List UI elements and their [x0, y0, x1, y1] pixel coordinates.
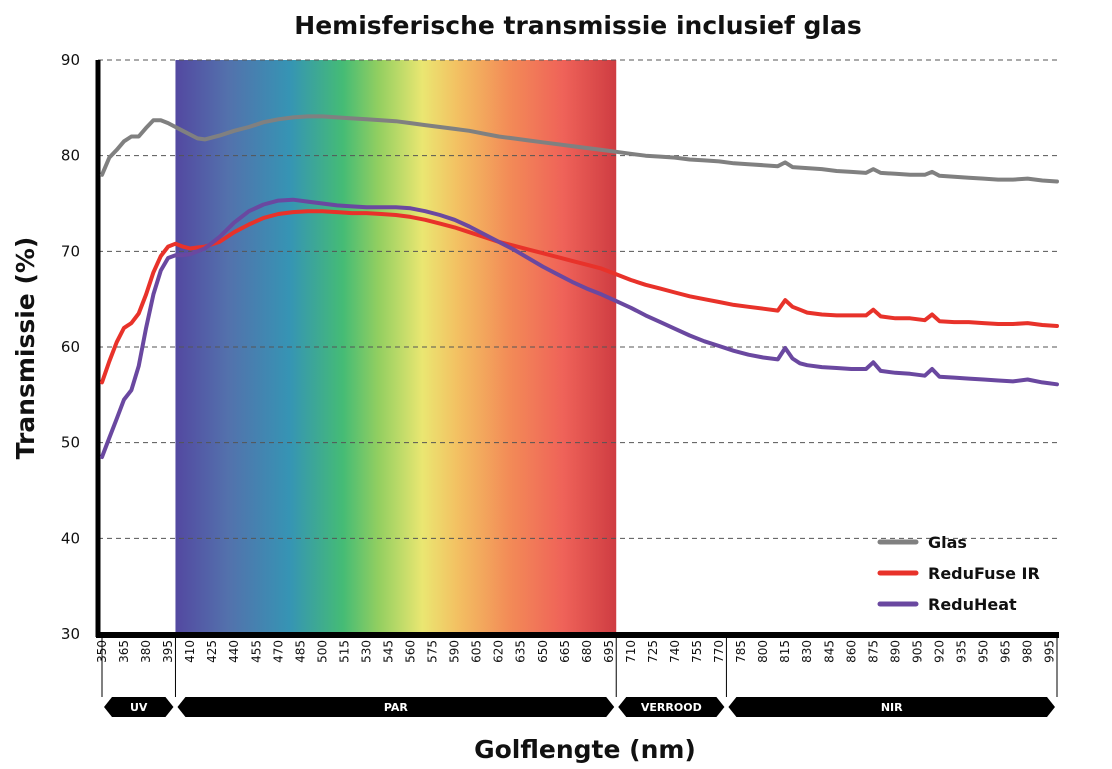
- x-tick-label: 680: [580, 640, 594, 663]
- series-line-reduheat: [100, 197, 1059, 459]
- x-tick-label: 380: [139, 640, 153, 663]
- x-tick-label: 425: [205, 640, 219, 663]
- legend-label: Glas: [928, 533, 967, 552]
- x-axis-ticks: 350 365 380 395 410 425 440 455 470 485 500 515 530 5…: [95, 640, 1057, 663]
- y-axis-label: Transmissie (%): [11, 237, 40, 460]
- legend-label: ReduFuse IR: [928, 564, 1040, 583]
- x-tick-label: 770: [712, 640, 726, 663]
- band-uv: [104, 697, 174, 717]
- x-tick-label: 995: [1043, 640, 1057, 663]
- x-tick-label: 710: [624, 640, 638, 663]
- x-tick-label: 365: [117, 640, 131, 663]
- band-label: UV: [130, 701, 148, 714]
- y-tick-label: 90: [61, 51, 80, 69]
- series-line-redufuse-ir: [100, 209, 1059, 385]
- y-tick-label: 60: [61, 338, 80, 356]
- x-tick-label: 830: [800, 640, 814, 663]
- legend: Glas ReduFuse IR ReduHeat: [877, 533, 1040, 614]
- x-tick-label: 935: [955, 640, 969, 663]
- y-tick-label: 70: [61, 242, 80, 260]
- grid-lines: [98, 59, 1057, 539]
- band-label: VERROOD: [641, 701, 702, 714]
- x-tick-label: 545: [382, 640, 396, 663]
- x-tick-label: 845: [822, 640, 836, 663]
- band-par: [177, 697, 615, 717]
- x-tick-label: 740: [668, 640, 682, 663]
- x-tick-label: 980: [1021, 640, 1035, 663]
- x-tick-label: 440: [227, 640, 241, 663]
- x-tick-label: 410: [183, 640, 197, 663]
- x-tick-label: 470: [271, 640, 285, 663]
- x-axis-label: Golflengte (nm): [474, 735, 696, 764]
- legend-label: ReduHeat: [928, 595, 1017, 614]
- x-tick-label: 905: [910, 640, 924, 663]
- x-tick-label: 515: [337, 640, 351, 663]
- x-tick-label: 965: [999, 640, 1013, 663]
- x-tick-label: 620: [492, 640, 506, 663]
- x-tick-label: 785: [734, 640, 748, 663]
- x-tick-label: 530: [359, 640, 373, 663]
- series-line-glas: [100, 114, 1059, 184]
- x-tick-label: 635: [514, 640, 528, 663]
- x-tick-label: 950: [977, 640, 991, 663]
- y-tick-label: 40: [61, 529, 80, 547]
- x-tick-label: 485: [293, 640, 307, 663]
- band-verrood: [618, 697, 725, 717]
- x-tick-label: 575: [426, 640, 440, 663]
- x-tick-label: 815: [778, 640, 792, 663]
- x-tick-label: 605: [470, 640, 484, 663]
- x-tick-label: 755: [690, 640, 704, 663]
- band-label: PAR: [384, 701, 409, 714]
- y-axis-ticks: 30 40 50 60 70 80 90: [61, 51, 80, 643]
- series-lines: [100, 114, 1059, 459]
- chart-title: Hemisferische transmissie inclusief glas: [294, 11, 861, 40]
- x-tick-label: 395: [161, 640, 175, 663]
- x-tick-label: 455: [249, 640, 263, 663]
- x-tick-label: 725: [646, 640, 660, 663]
- x-tick-label: 650: [536, 640, 550, 663]
- x-tick-label: 590: [448, 640, 462, 663]
- x-tick-label: 665: [558, 640, 572, 663]
- x-tick-label: 920: [932, 640, 946, 663]
- band-nir: [728, 697, 1055, 717]
- wavelength-bands: UV PAR VERROOD NIR: [101, 638, 1058, 717]
- x-tick-label: 875: [866, 640, 880, 663]
- x-tick-label: 860: [844, 640, 858, 663]
- y-tick-label: 80: [61, 147, 80, 165]
- band-label: NIR: [881, 701, 903, 714]
- x-tick-label: 800: [756, 640, 770, 663]
- y-tick-label: 50: [61, 434, 80, 452]
- x-tick-label: 560: [404, 640, 418, 663]
- x-tick-label: 890: [888, 640, 902, 663]
- x-tick-label: 500: [315, 640, 329, 663]
- x-tick-label: 695: [602, 640, 616, 663]
- y-tick-label: 30: [61, 625, 80, 643]
